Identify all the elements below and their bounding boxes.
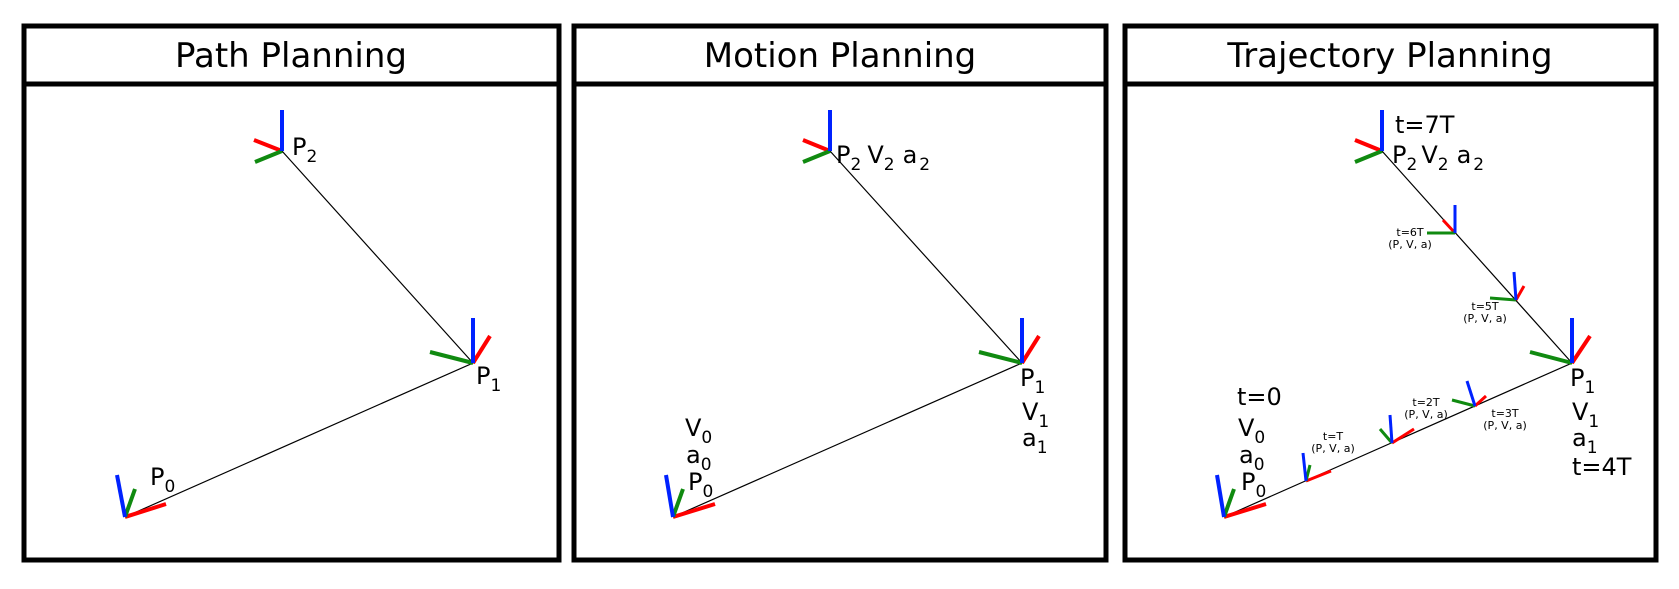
label-p0: P0: [688, 468, 713, 502]
frame-p1: [978, 318, 1041, 365]
label-p1: P1: [1020, 364, 1045, 398]
path-line: [1223, 150, 1573, 518]
frame-t5: [1489, 271, 1526, 302]
label-p0: P0: [150, 463, 175, 497]
z-axis-arrow: [1388, 414, 1394, 444]
label-p1: P1: [1570, 364, 1595, 398]
x-axis-arrow: [124, 502, 167, 519]
frame-p2: [802, 110, 832, 164]
label-t2-state: (P, V, a): [1404, 408, 1447, 421]
y-axis-arrow: [978, 350, 1023, 365]
x-axis-arrow: [253, 138, 283, 153]
panel-trajectory-planning: Trajectory Planning: [1122, 23, 1659, 563]
path-line: [124, 150, 475, 518]
x-axis-arrow: [1441, 218, 1457, 235]
frame-p0: [1215, 474, 1267, 519]
panel-frame: [21, 23, 562, 563]
panel-frame: [571, 23, 1109, 563]
z-axis-arrow: [115, 474, 127, 518]
x-axis-arrow: [1305, 469, 1332, 483]
y-axis-arrow: [1529, 350, 1573, 365]
panel-path-planning: Path Planning P0 P1 P2: [21, 23, 562, 563]
x-axis-arrow: [471, 334, 492, 365]
x-axis-arrow: [1223, 502, 1267, 519]
label-t6-time: t=6T: [1396, 226, 1424, 239]
y-axis-arrow: [429, 350, 474, 365]
label-a0: a0: [686, 441, 712, 475]
label-p2: P2: [292, 133, 317, 167]
y-axis-arrow: [1378, 428, 1394, 444]
label-t1-state: (P, V, a): [1311, 442, 1354, 455]
label-t1-time: t=T: [1323, 430, 1344, 443]
y-axis-arrow: [1489, 296, 1517, 302]
z-axis-arrow: [664, 474, 675, 518]
label-t2-time: t=2T: [1412, 396, 1440, 409]
label-a1: a1: [1572, 424, 1598, 458]
label-t5-state: (P, V, a): [1463, 312, 1506, 325]
y-axis-arrow: [1222, 488, 1236, 518]
frame-p0: [664, 474, 716, 519]
label-p2-v2-a2: P2 V2 a 2: [836, 141, 930, 175]
x-axis-arrow: [672, 502, 716, 519]
z-axis-arrow: [1512, 271, 1518, 301]
frame-p1: [1529, 318, 1592, 365]
label-p0: P0: [1241, 468, 1266, 502]
frame-t6: [1427, 205, 1457, 235]
x-axis-arrow: [1570, 334, 1592, 365]
label-v0: V0: [685, 414, 712, 448]
y-axis-arrow: [1451, 398, 1476, 408]
frame-p1: [429, 318, 492, 365]
y-axis-arrow: [802, 149, 831, 164]
path-line: [672, 150, 1024, 518]
label-t6-state: (P, V, a): [1388, 238, 1431, 251]
label-v1: V1: [1572, 398, 1599, 432]
label-t5-time: t=5T: [1471, 300, 1499, 313]
label-a1: a1: [1022, 424, 1048, 458]
x-axis-arrow: [1020, 334, 1041, 365]
panel-title: Path Planning: [175, 36, 407, 76]
frame-p2: [1354, 110, 1384, 164]
label-p2-v2-a2: P2 V2 a 2: [1392, 141, 1484, 175]
label-t3-state: (P, V, a): [1483, 419, 1526, 432]
y-axis-arrow: [671, 488, 685, 518]
panel-motion-planning: Motion Planning V0 a0 P0 P1 V1 a1 P2 V2 a 2: [571, 23, 1109, 563]
panel-frame: [1122, 23, 1659, 563]
label-t7: t=7T: [1395, 111, 1455, 139]
panel-title: Trajectory Planning: [1226, 36, 1552, 76]
label-v0: V0: [1238, 414, 1265, 448]
frame-t2: [1378, 414, 1415, 445]
frame-t1: [1301, 452, 1332, 483]
x-axis-arrow: [802, 138, 831, 153]
frame-t3: [1451, 380, 1488, 408]
x-axis-arrow: [1473, 394, 1488, 408]
z-axis-arrow: [1465, 380, 1477, 407]
label-t4: t=4T: [1572, 453, 1632, 481]
label-v1: V1: [1022, 398, 1049, 432]
x-axis-arrow: [1391, 427, 1415, 445]
panel-title: Motion Planning: [704, 36, 977, 76]
frame-p0: [115, 474, 167, 519]
label-t0: t=0: [1237, 383, 1282, 411]
y-axis-arrow: [1354, 149, 1383, 164]
z-axis-arrow: [1301, 452, 1308, 482]
frame-p2: [253, 110, 284, 164]
label-p1: P1: [476, 362, 501, 396]
y-axis-arrow: [123, 488, 137, 518]
label-a0: a0: [1239, 441, 1265, 475]
label-t3-time: t=3T: [1491, 407, 1519, 420]
x-axis-arrow: [1354, 138, 1383, 153]
y-axis-arrow: [254, 149, 283, 164]
z-axis-arrow: [1215, 474, 1226, 518]
